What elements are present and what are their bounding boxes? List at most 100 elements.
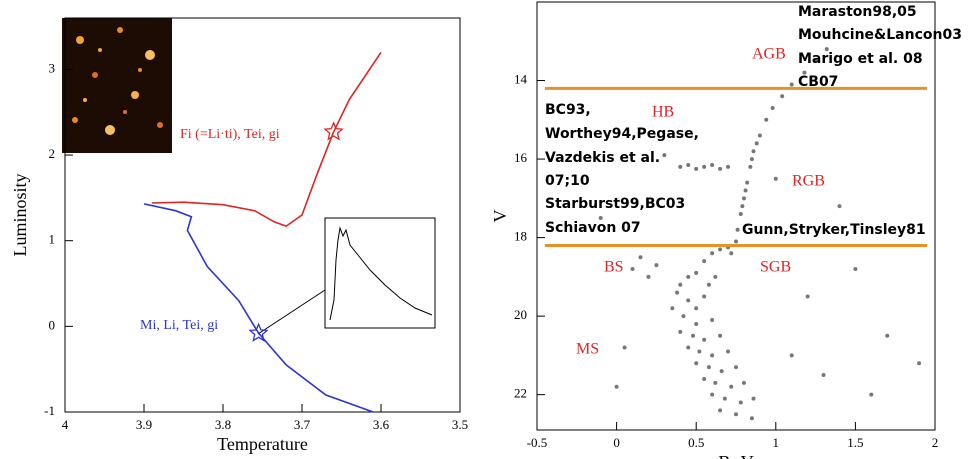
point (789, 353, 794, 358)
point (702, 294, 707, 299)
point (751, 149, 756, 154)
point (694, 270, 699, 275)
point (706, 282, 711, 287)
point (670, 306, 675, 311)
model-note: Worthey94,Pegase, (545, 126, 699, 142)
annotation: Fi (=Li·ti), Tei, gi (180, 127, 280, 142)
model-note: Schiavon 07 (545, 220, 641, 236)
point (702, 259, 707, 264)
point (694, 166, 699, 171)
point (702, 376, 707, 381)
point (813, 58, 818, 63)
point (622, 345, 627, 350)
point (686, 274, 691, 279)
y-tick-label: 18 (514, 229, 527, 244)
point (740, 204, 745, 209)
x-tick-label: 3.9 (136, 417, 152, 432)
y-tick-label: 1 (49, 232, 56, 247)
x-tick-label: 4 (62, 417, 69, 432)
point (718, 166, 723, 171)
point (805, 294, 810, 299)
model-note: 07;10 (545, 173, 590, 189)
point (713, 380, 718, 385)
point (706, 365, 711, 370)
x-tick-label: 3.5 (452, 417, 468, 432)
region-label: RGB (792, 173, 825, 190)
point (681, 314, 686, 319)
point (702, 164, 707, 169)
point (885, 333, 890, 338)
model-note: Gunn,Stryker,Tinsley81 (742, 222, 926, 238)
point (697, 349, 702, 354)
x-tick-label: 0 (613, 435, 620, 450)
point (646, 274, 651, 279)
point (738, 400, 743, 405)
point (710, 392, 715, 397)
spectrum-inset (257, 217, 436, 335)
point (824, 47, 829, 52)
point (710, 162, 715, 167)
point (654, 263, 659, 268)
x-tick-label: 3.8 (215, 417, 231, 432)
x-tick-label: 3.6 (373, 417, 390, 432)
point (702, 337, 707, 342)
y-tick-label: 22 (514, 386, 527, 401)
point (713, 274, 718, 279)
point (734, 239, 738, 244)
x-axis-label: B−V (718, 452, 753, 459)
model-note: Maraston98,05 (798, 4, 917, 20)
point (718, 247, 723, 252)
x-tick-label: 3.7 (294, 417, 311, 432)
point (722, 396, 727, 401)
model-note: Vazdekis et al. (545, 150, 660, 166)
point (751, 396, 756, 401)
point (917, 361, 922, 366)
point (675, 290, 680, 295)
point (686, 162, 691, 167)
point (686, 345, 691, 350)
x-tick-label: 1.5 (847, 435, 863, 450)
curve (151, 51, 382, 227)
region-label: SGB (760, 259, 791, 276)
point (745, 180, 750, 185)
point (729, 251, 734, 256)
model-note: Mouhcine&Lancon03 (798, 27, 962, 43)
star-field-image (62, 18, 172, 153)
point (754, 141, 759, 146)
x-tick-label: 2 (932, 435, 939, 450)
point (614, 384, 619, 389)
point (780, 94, 785, 99)
x-tick-label: -0.5 (527, 435, 548, 450)
point (718, 408, 723, 413)
region-label: AGB (752, 46, 786, 63)
y-tick-label: 16 (514, 150, 528, 165)
y-tick-label: 0 (49, 317, 56, 332)
y-tick-label: 3 (49, 60, 56, 75)
y-axis-label: V (490, 210, 510, 223)
point (802, 70, 807, 75)
point (734, 365, 738, 370)
point (837, 204, 842, 209)
annotation: Mi, Li, Tei, gi (140, 318, 218, 333)
point (710, 251, 715, 256)
point (735, 227, 740, 232)
point (748, 164, 753, 169)
point (789, 82, 794, 87)
star-marker (248, 322, 269, 342)
y-tick-label: 20 (514, 307, 527, 322)
point (757, 133, 762, 138)
curve (143, 203, 374, 413)
point (678, 282, 683, 287)
point (741, 380, 746, 385)
plot-frame (536, 1, 936, 431)
model-note: Starburst99,BC03 (545, 196, 685, 212)
point (662, 153, 667, 158)
point (853, 267, 858, 272)
point (718, 333, 723, 338)
point (719, 369, 724, 374)
point (738, 212, 743, 217)
point (678, 164, 683, 169)
point (686, 298, 691, 303)
point (691, 333, 696, 338)
point (694, 361, 699, 366)
